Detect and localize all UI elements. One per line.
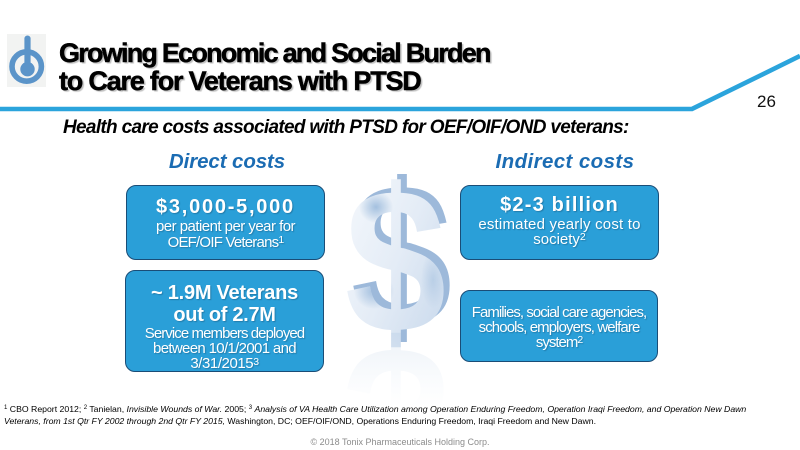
svg-text:$: $ (345, 304, 446, 415)
